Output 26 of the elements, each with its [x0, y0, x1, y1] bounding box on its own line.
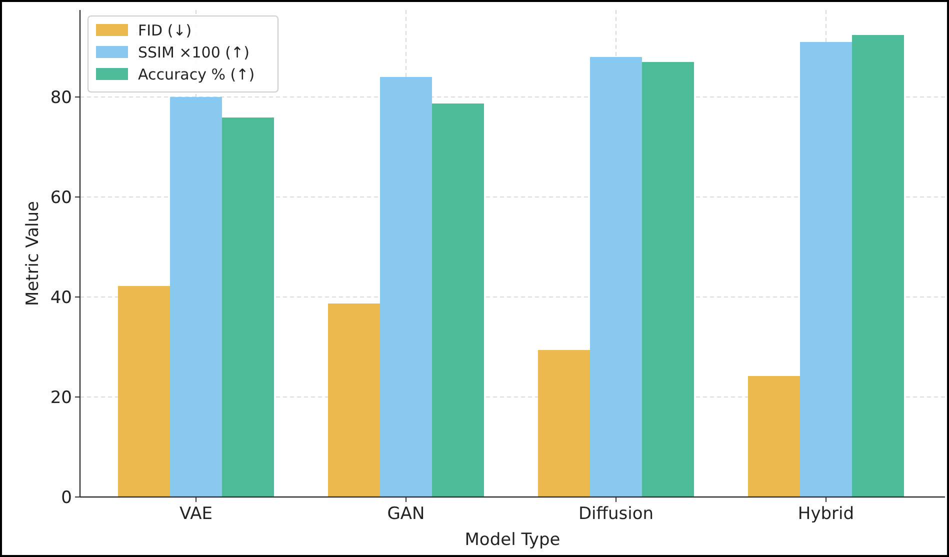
- legend-label: Accuracy % (↑): [138, 65, 255, 84]
- bar: [538, 350, 590, 497]
- x-tick-label: Diffusion: [578, 504, 654, 524]
- y-tick-label: 20: [50, 388, 72, 408]
- y-tick-label: 40: [50, 288, 72, 308]
- bar: [170, 97, 222, 497]
- bar: [432, 104, 484, 497]
- y-tick-label: 0: [61, 488, 72, 508]
- y-tick-label: 80: [50, 88, 72, 108]
- x-tick-label: GAN: [387, 504, 425, 524]
- bar: [800, 42, 852, 497]
- x-tick-label: Hybrid: [798, 504, 854, 524]
- bar: [852, 35, 904, 497]
- bar: [380, 77, 432, 497]
- bar: [748, 376, 800, 497]
- bar: [590, 57, 642, 497]
- bar: [222, 118, 274, 497]
- bar: [328, 304, 380, 497]
- bar: [118, 286, 170, 497]
- y-axis-title: Metric Value: [23, 201, 43, 306]
- x-axis-title: Model Type: [464, 530, 560, 550]
- y-tick-label: 60: [50, 188, 72, 208]
- legend-label: FID (↓): [138, 21, 192, 40]
- legend-label: SSIM ×100 (↑): [138, 43, 250, 62]
- bar: [642, 62, 694, 497]
- x-tick-label: VAE: [180, 504, 212, 524]
